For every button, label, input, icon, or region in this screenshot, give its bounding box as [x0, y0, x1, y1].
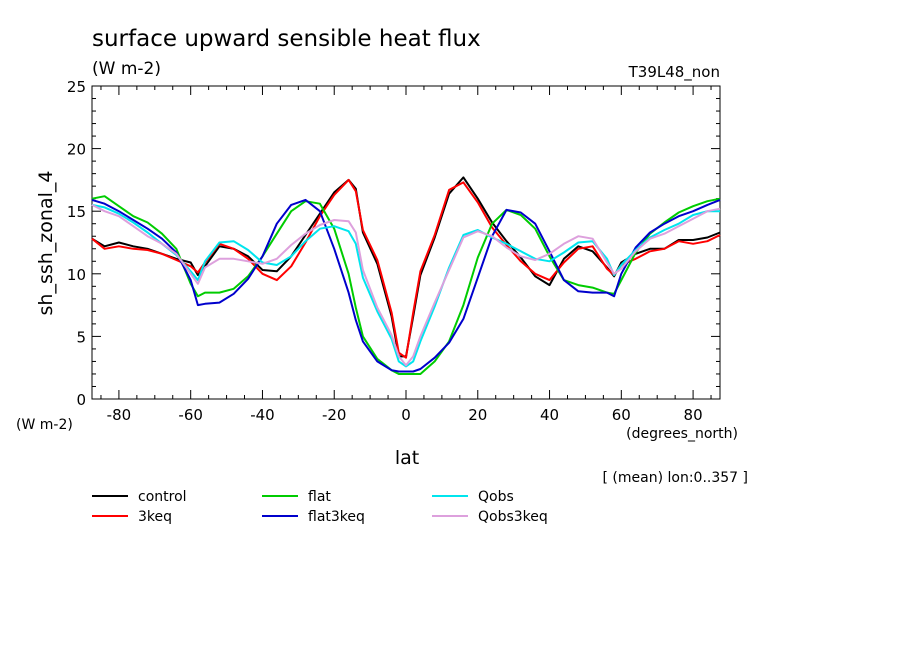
legend-item-flat: flat: [262, 489, 331, 505]
legend-label: flat3keq: [308, 509, 365, 525]
mean-note: [ (mean) lon:0..357 ]: [603, 470, 748, 486]
plot-area: -80 -60 -40 -20 0 20 40 60 80 0 5 10 15 20 25: [67, 78, 721, 424]
legend-label: Qobs: [478, 489, 514, 505]
series-lines: [91, 176, 721, 375]
series-line-flat: [91, 195, 721, 375]
x-tick-label: 20: [468, 406, 487, 424]
y-tick-label: 0: [76, 391, 86, 409]
legend-item-flat3keq: flat3keq: [262, 509, 365, 525]
y-axis-units: (W m-2): [16, 417, 73, 433]
legend-label: flat: [308, 489, 331, 505]
run-label: T39L48_non: [628, 63, 720, 82]
y-tick-label: 20: [67, 141, 86, 159]
legend-label: control: [138, 489, 187, 505]
x-axis-label: lat: [395, 447, 419, 469]
chart-title: surface upward sensible heat flux: [92, 26, 481, 52]
y-tick-label: 25: [67, 78, 86, 96]
x-tick-label: 80: [684, 406, 703, 424]
legend-label: Qobs3keq: [478, 509, 548, 525]
x-axis-units: (degrees_north): [626, 426, 738, 442]
legend-item-qobs3keq: Qobs3keq: [432, 509, 548, 525]
x-tick-label: 60: [612, 406, 631, 424]
x-tick-label: -80: [107, 406, 132, 424]
x-tick-label: -20: [322, 406, 347, 424]
series-line-flat3keq: [91, 198, 721, 373]
x-tick-label: -40: [250, 406, 275, 424]
legend-item-control: control: [92, 489, 187, 505]
legend: control flat Qobs3keq flat3keq Qobs3keq: [92, 489, 548, 525]
y-tick-label: 15: [67, 203, 86, 221]
legend-label: 3keq: [138, 509, 172, 525]
y-tick-label: 5: [76, 328, 86, 346]
x-tick-label: 0: [401, 406, 411, 424]
series-line-qobs: [91, 203, 720, 368]
x-tick-label: -60: [178, 406, 203, 424]
legend-item-3keq: 3keq: [92, 509, 172, 525]
x-tick-label: 40: [540, 406, 559, 424]
chart-units: (W m-2): [92, 59, 161, 79]
y-tick-label: 10: [67, 266, 86, 284]
axis-ticks: -80 -60 -40 -20 0 20 40 60 80 0 5 10 15 20 25: [67, 78, 720, 424]
series-line-qobs3keq: [91, 204, 721, 367]
legend-item-qobs: Qobs: [432, 489, 514, 505]
y-axis-label: sh_ssh_zonal_4: [35, 171, 57, 316]
